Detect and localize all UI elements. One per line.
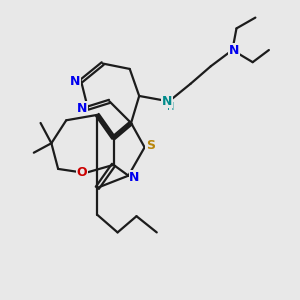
- Text: N: N: [77, 102, 87, 115]
- Text: S: S: [146, 140, 155, 152]
- Text: O: O: [76, 167, 87, 179]
- Text: H: H: [167, 102, 174, 112]
- Text: N: N: [229, 44, 239, 56]
- Text: N: N: [129, 170, 140, 184]
- Text: N: N: [162, 95, 172, 108]
- Text: N: N: [70, 75, 80, 88]
